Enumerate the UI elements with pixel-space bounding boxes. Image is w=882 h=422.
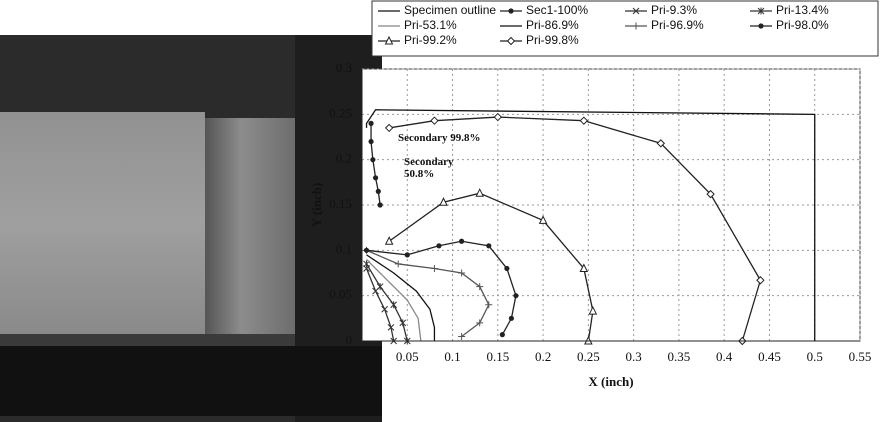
specimen-photo bbox=[0, 35, 382, 422]
x-tick-label: 0.3 bbox=[626, 349, 642, 364]
marker bbox=[375, 188, 381, 194]
marker bbox=[579, 263, 589, 272]
marker bbox=[506, 36, 516, 46]
legend-item: Pri-96.9% bbox=[625, 18, 704, 32]
marker bbox=[363, 247, 370, 253]
x-tick-label: 0.05 bbox=[396, 349, 419, 364]
marker bbox=[656, 139, 666, 148]
marker bbox=[372, 175, 379, 181]
marker bbox=[381, 305, 388, 313]
legend-label: Sec1-100% bbox=[526, 3, 588, 17]
y-tick-label: 0.05 bbox=[329, 287, 352, 302]
x-tick-label: 0.1 bbox=[444, 349, 460, 364]
series-line bbox=[389, 116, 762, 342]
marker bbox=[384, 236, 394, 245]
legend-item: Sec1-100% bbox=[500, 3, 588, 17]
legend-box bbox=[371, 0, 879, 57]
marker bbox=[368, 138, 374, 145]
marker bbox=[436, 243, 442, 249]
marker bbox=[439, 197, 448, 206]
marker bbox=[459, 238, 465, 244]
marker bbox=[485, 301, 493, 309]
y-tick-label: 0 bbox=[346, 332, 353, 347]
legend-label: Specimen outline bbox=[404, 3, 496, 17]
marker bbox=[508, 8, 514, 14]
marker bbox=[384, 35, 394, 45]
legend-item: Pri-99.2% bbox=[378, 33, 457, 47]
marker bbox=[486, 243, 492, 249]
marker bbox=[538, 215, 548, 224]
marker bbox=[513, 293, 519, 299]
marker bbox=[499, 332, 505, 338]
marker bbox=[588, 305, 598, 315]
series-line bbox=[366, 249, 490, 337]
annotation: Secondary 50.8% bbox=[404, 156, 454, 180]
legend-label: Pri-53.1% bbox=[404, 18, 457, 32]
legend-label: Pri-99.2% bbox=[404, 33, 457, 47]
legend-label: Pri-86.9% bbox=[526, 18, 579, 32]
marker bbox=[384, 123, 394, 133]
marker bbox=[508, 315, 514, 321]
marker bbox=[706, 189, 715, 199]
legend-label: Pri-99.8% bbox=[526, 33, 579, 47]
x-axis-label: X (inch) bbox=[588, 374, 633, 389]
marker bbox=[476, 319, 484, 327]
legend-item: Pri-86.9% bbox=[500, 18, 579, 32]
marker bbox=[394, 260, 402, 268]
legend-item: Specimen outline bbox=[378, 3, 496, 17]
y-tick-label: 0.2 bbox=[336, 151, 352, 166]
marker bbox=[377, 202, 383, 208]
y-tick-label: 0.3 bbox=[336, 60, 352, 75]
legend-item: Pri-99.8% bbox=[500, 33, 579, 47]
x-tick-label: 0.45 bbox=[758, 349, 781, 364]
y-tick-label: 0.25 bbox=[329, 105, 352, 120]
y-tick-label: 0.15 bbox=[329, 196, 352, 211]
legend-item: Pri-13.4% bbox=[750, 3, 829, 17]
legend-item: Pri-53.1% bbox=[378, 18, 457, 32]
marker bbox=[458, 269, 466, 277]
x-tick-label: 0.15 bbox=[486, 349, 509, 364]
annotation: Secondary 99.8% bbox=[398, 132, 481, 144]
marker bbox=[399, 319, 407, 327]
legend-item: Pri-98.0% bbox=[750, 18, 829, 32]
marker bbox=[757, 7, 765, 15]
x-tick-label: 0.25 bbox=[577, 349, 600, 364]
marker bbox=[370, 157, 376, 163]
legend-label: Pri-96.9% bbox=[651, 18, 704, 32]
marker bbox=[504, 265, 510, 272]
marker bbox=[404, 252, 410, 258]
marker bbox=[390, 301, 398, 309]
marker bbox=[632, 22, 640, 30]
x-tick-label: 0.55 bbox=[849, 349, 872, 364]
x-tick-label: 0.35 bbox=[668, 349, 691, 364]
series-line bbox=[365, 109, 816, 341]
marker bbox=[430, 116, 439, 125]
legend-item: Pri-9.3% bbox=[625, 3, 697, 17]
marker bbox=[632, 7, 640, 15]
x-tick-label: 0.4 bbox=[716, 349, 733, 364]
marker bbox=[368, 120, 374, 126]
marker bbox=[475, 188, 485, 197]
marker bbox=[376, 283, 384, 291]
series-line bbox=[366, 254, 436, 341]
marker bbox=[493, 112, 503, 122]
x-tick-label: 0.5 bbox=[807, 349, 823, 364]
legend-label: Pri-98.0% bbox=[776, 18, 829, 32]
y-tick-label: 0.1 bbox=[336, 241, 352, 256]
legend-label: Pri-9.3% bbox=[651, 3, 697, 17]
marker bbox=[387, 324, 395, 331]
legend-label: Pri-13.4% bbox=[776, 3, 829, 17]
marker bbox=[458, 332, 466, 340]
marker bbox=[476, 283, 484, 291]
marker bbox=[430, 264, 438, 272]
x-tick-label: 0 bbox=[359, 349, 366, 364]
x-tick-label: 0.2 bbox=[535, 349, 551, 364]
marker bbox=[579, 116, 589, 125]
marker bbox=[756, 276, 765, 285]
marker bbox=[758, 23, 764, 29]
series-line bbox=[366, 258, 422, 342]
y-axis-label: Y (inch) bbox=[309, 183, 324, 228]
